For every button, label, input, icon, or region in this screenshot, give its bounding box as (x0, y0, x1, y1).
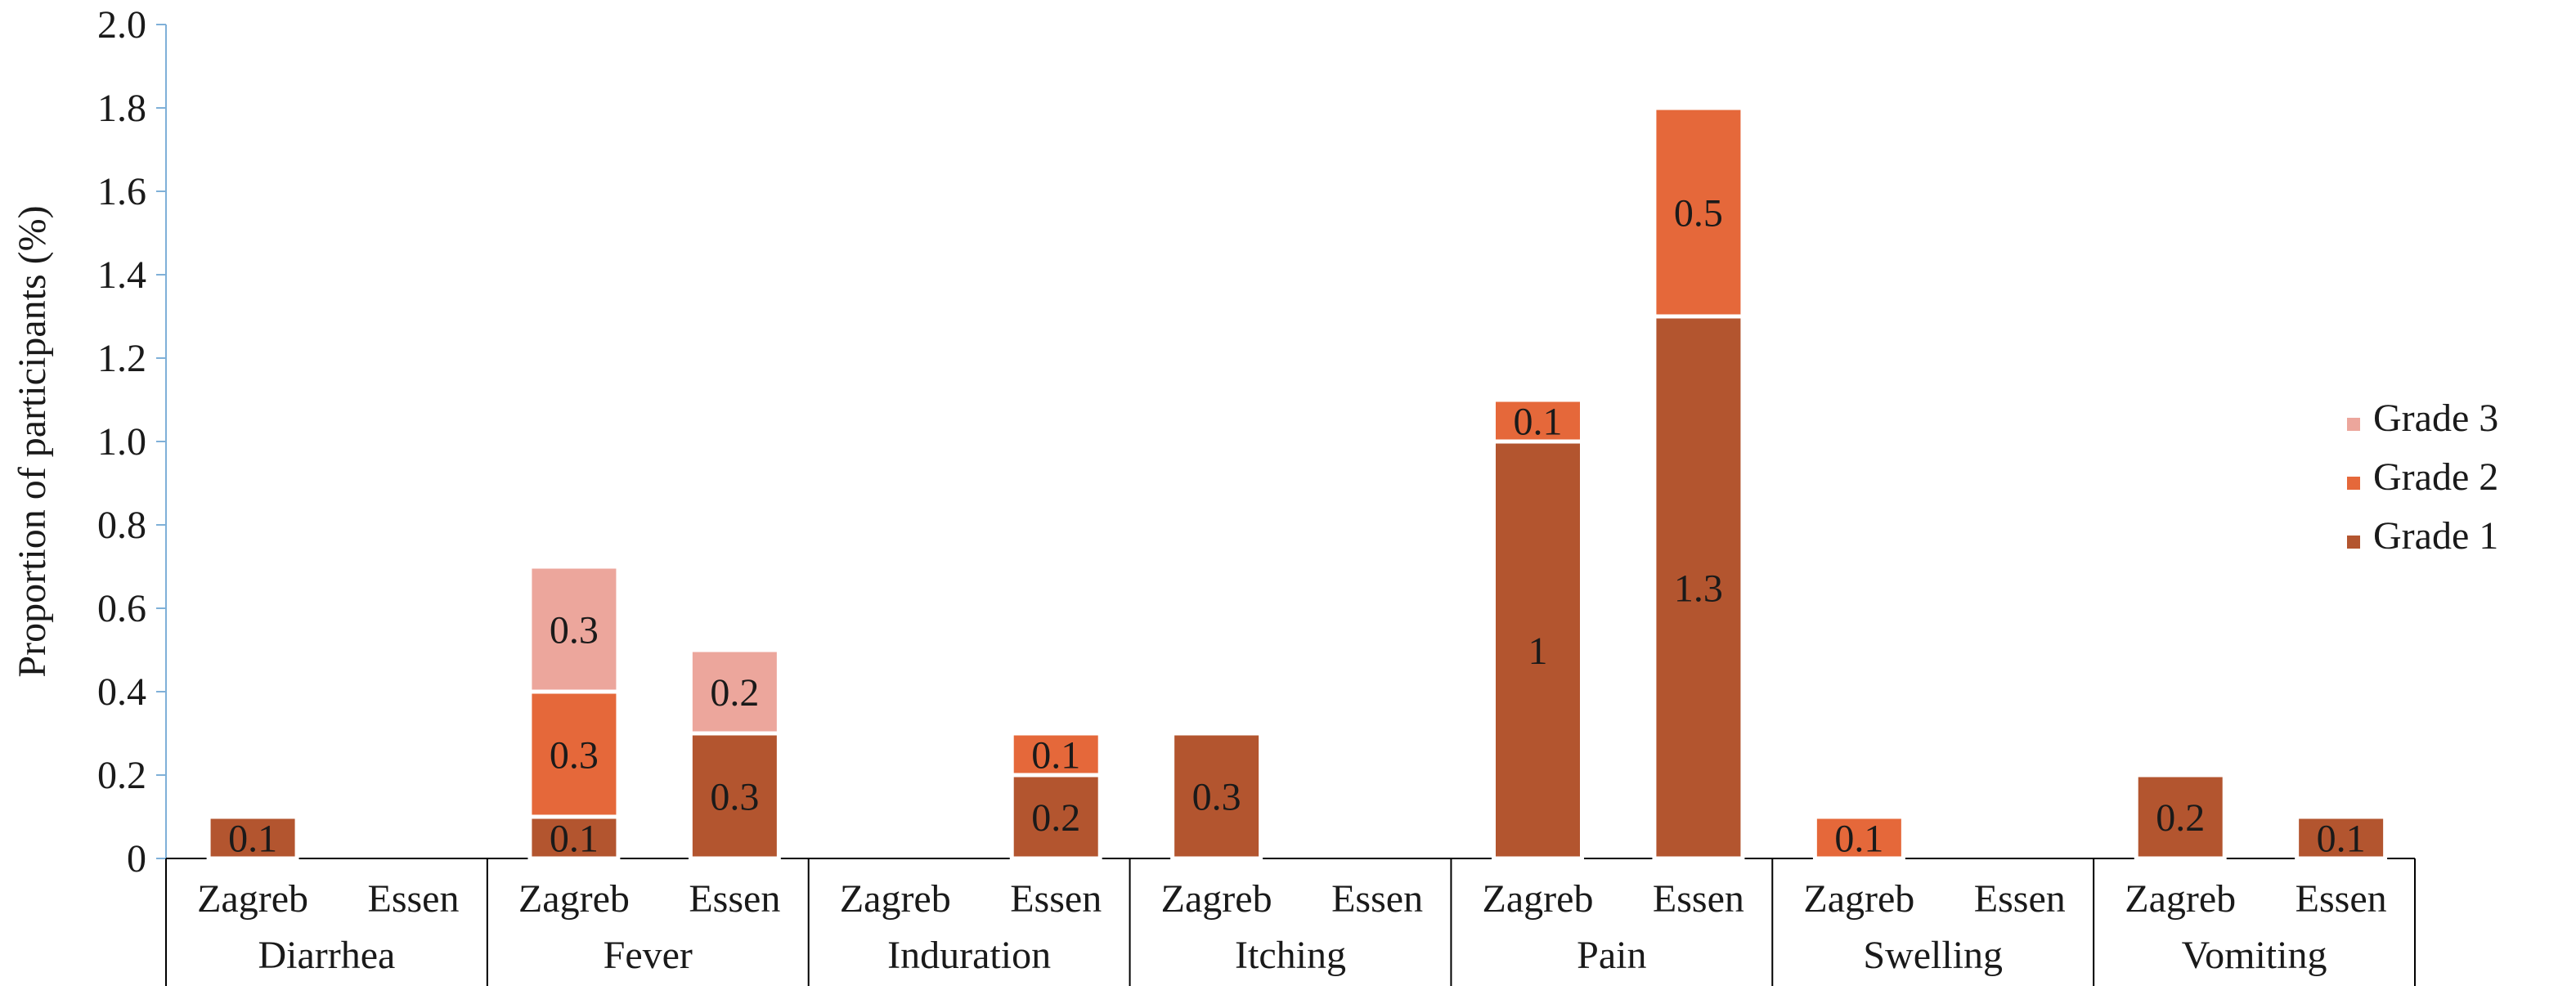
data-label: 1.3 (1674, 567, 1723, 611)
y-tick-label: 0.2 (97, 754, 146, 797)
legend-label: Grade 2 (2373, 455, 2498, 499)
y-tick-label: 0.4 (97, 670, 146, 714)
bar-category-label: Zagreb (2125, 877, 2236, 921)
bar-segment-grade1 (527, 814, 621, 861)
group-label: Diarrhea (258, 934, 395, 977)
data-label: 0.3 (550, 609, 599, 652)
legend-swatch (2347, 418, 2360, 431)
y-tick-label: 1.8 (97, 87, 146, 130)
bar-segment-grade1 (206, 814, 299, 861)
bar-category-label: Essen (1010, 877, 1102, 921)
data-label: 0.3 (550, 734, 599, 778)
data-label: 0.3 (1192, 776, 1241, 819)
bar-segment-grade1 (688, 731, 781, 861)
bar-segment-grade2 (1009, 731, 1102, 778)
group-label: Induration (887, 934, 1051, 977)
bar-segment-grade1 (2134, 773, 2227, 861)
bar-category-label: Essen (1653, 877, 1744, 921)
bar-category-label: Essen (1974, 877, 2066, 921)
data-label: 0.2 (1031, 796, 1080, 840)
bar-segment-grade1 (2295, 814, 2388, 861)
bar-category-label: Essen (689, 877, 780, 921)
bar-category-label: Zagreb (518, 877, 630, 921)
bar-category-label: Zagreb (1161, 877, 1272, 921)
data-label: 0.3 (710, 776, 759, 819)
bar-segment-grade2 (1652, 105, 1745, 319)
bar-category-label: Zagreb (840, 877, 951, 921)
data-label: 0.2 (2156, 796, 2205, 840)
data-label: 0.1 (2317, 818, 2366, 861)
bar-segment-grade1 (1492, 439, 1584, 861)
data-label: 0.1 (1834, 818, 1883, 861)
data-label: 1 (1528, 630, 1548, 673)
legend-label: Grade 3 (2373, 397, 2498, 440)
bar-category-label: Essen (2296, 877, 2387, 921)
y-tick-label: 1.0 (97, 420, 146, 464)
group-label: Fever (604, 934, 693, 977)
legend-swatch (2347, 536, 2360, 549)
y-tick-label: 0.6 (97, 587, 146, 630)
legend-swatch (2347, 477, 2360, 490)
data-label: 0.5 (1674, 192, 1723, 235)
y-tick-label: 1.6 (97, 170, 146, 213)
bar-segment-grade2 (1812, 814, 1905, 861)
y-tick-label: 0 (127, 837, 146, 881)
y-tick-label: 2.0 (97, 3, 146, 47)
data-label: 0.1 (228, 818, 277, 861)
bar-segment-grade2 (1492, 397, 1584, 444)
bar-segment-grade3 (527, 564, 621, 694)
data-label: 0.2 (710, 671, 759, 715)
bar-category-label: Essen (1331, 877, 1423, 921)
legend-label: Grade 1 (2373, 514, 2498, 558)
y-tick-label: 1.2 (97, 337, 146, 380)
data-label: 0.1 (1031, 734, 1080, 778)
y-axis-title: Proportion of participants (%) (11, 205, 54, 677)
bar-segment-grade1 (1170, 731, 1263, 861)
bar-segment-grade1 (1009, 773, 1102, 861)
bar-segment-grade3 (688, 648, 781, 736)
group-label: Vomiting (2182, 934, 2327, 977)
bar-category-label: Zagreb (1483, 877, 1594, 921)
y-tick-label: 1.4 (97, 253, 146, 297)
group-label: Itching (1235, 934, 1346, 977)
group-label: Pain (1577, 934, 1646, 977)
y-tick-label: 0.8 (97, 504, 146, 547)
bar-category-label: Zagreb (1803, 877, 1914, 921)
bar-category-label: Zagreb (197, 877, 308, 921)
group-label: Swelling (1863, 934, 2003, 977)
data-label: 0.1 (550, 818, 599, 861)
data-label: 0.1 (1514, 401, 1563, 444)
bar-category-label: Essen (368, 877, 460, 921)
